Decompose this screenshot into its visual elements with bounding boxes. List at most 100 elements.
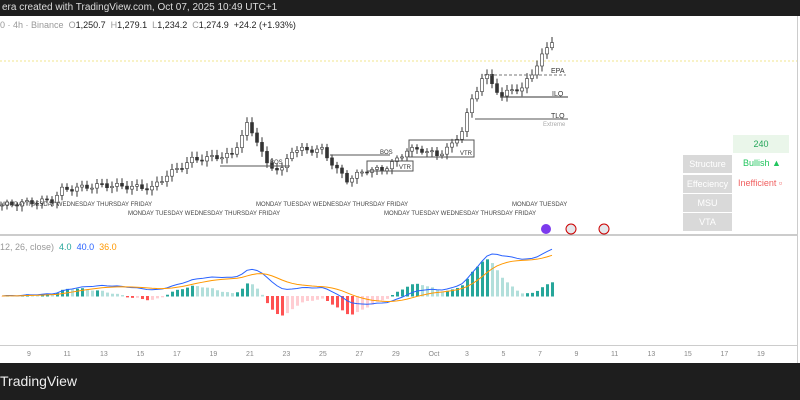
macd-histogram-bar: [86, 289, 89, 297]
time-tick: Oct: [428, 351, 440, 358]
candle: [155, 181, 159, 187]
candle: [435, 150, 439, 156]
candle: [480, 78, 484, 92]
weekday-label: MONDAY TUESDAY: [512, 202, 567, 208]
candle: [130, 185, 134, 190]
macd-histogram-bar: [346, 296, 349, 315]
candle: [335, 164, 339, 169]
candle: [150, 186, 154, 191]
time-tick: 11: [611, 351, 619, 358]
candle: [340, 167, 344, 174]
candle: [125, 185, 129, 190]
candle: [295, 150, 299, 153]
macd-histogram-bar: [436, 289, 439, 297]
weekday-label: MONDAY TUESDAY WEDNESDAY THURSDAY FRIDAY: [128, 211, 280, 217]
candle: [45, 198, 49, 201]
macd-histogram-bar: [446, 290, 449, 297]
macd-histogram-bar: [386, 296, 389, 299]
macd-histogram-bar: [216, 290, 219, 297]
candle: [80, 184, 84, 188]
time-tick: 9: [574, 351, 579, 358]
candle: [210, 155, 214, 157]
chart-canvas[interactable]: EPA ILQ TLQ Extreme BOS BOS VTR VTR MOND…: [0, 16, 797, 346]
macd-histogram-bar: [336, 296, 339, 308]
time-tick: 15: [136, 351, 145, 358]
open-label: O: [68, 20, 76, 30]
macd-histogram-bar: [496, 270, 499, 297]
macd-histogram-bar: [516, 290, 519, 297]
candle: [320, 147, 324, 150]
macd-histogram-bar: [226, 292, 229, 297]
close-value: 1,274.9: [198, 20, 229, 30]
macd-histogram-bar: [221, 291, 224, 297]
macd-histogram-bar: [51, 294, 54, 297]
candle: [0, 204, 4, 207]
candle: [405, 150, 409, 158]
macd-histogram-bar: [331, 296, 334, 305]
macd-histogram-bar: [251, 284, 254, 297]
candle: [120, 183, 124, 187]
structure-label: Structure: [683, 155, 732, 173]
vtr-box: [408, 139, 475, 158]
macd-histogram-bar: [281, 296, 284, 316]
candle: [170, 169, 174, 177]
vtr-box: [366, 160, 414, 172]
time-axis[interactable]: 9 11 13 15 17 19 21 23 25 27 29 Oct 3 5 7 9 11 13 15 17 19: [0, 345, 797, 363]
macd-histogram-bar: [166, 294, 169, 297]
candle: [15, 204, 19, 207]
ilq-label: ILQ: [552, 91, 564, 98]
high-value: 1,279.1: [117, 20, 148, 30]
macd-histogram-bar: [411, 284, 414, 297]
macd-histogram-bar: [71, 289, 74, 297]
macd-histogram-bar: [406, 286, 409, 297]
macd-histogram-bar: [36, 295, 39, 297]
candle: [185, 162, 189, 169]
candle: [515, 89, 519, 92]
macd-histogram-bar: [146, 296, 149, 301]
candle: [280, 167, 284, 171]
candle: [240, 135, 244, 148]
macd-histogram-bar: [551, 282, 554, 297]
candle: [35, 202, 39, 205]
macd-histogram-bar: [246, 283, 249, 297]
msu-label: MSU: [683, 194, 732, 212]
candle: [440, 153, 444, 156]
macd-histogram-bar: [236, 292, 239, 297]
time-tick: 25: [319, 351, 327, 358]
macd-histogram-bar: [186, 287, 189, 297]
candle: [290, 151, 294, 159]
candle: [395, 157, 399, 162]
macd-histogram-bar: [276, 296, 279, 315]
candle: [465, 112, 469, 132]
macd-histogram-bar: [296, 296, 299, 306]
macd-histogram-bar: [231, 293, 234, 297]
macd-histogram-bar: [286, 296, 289, 314]
macd-histogram-bar: [381, 296, 384, 301]
macd-histogram-bar: [141, 296, 144, 300]
macd-params: 12, 26, close): [0, 242, 55, 252]
candle: [330, 157, 334, 166]
candle: [375, 167, 379, 170]
weekday-label: MONDAY TUESDAY WEDNESDAY THURSDAY FRIDAY: [384, 211, 536, 217]
candle: [165, 175, 169, 182]
candle: [495, 83, 499, 93]
us-flag-icon: [565, 223, 577, 235]
candle: [285, 158, 289, 169]
symbol-info: 0 · 4h · Binance: [0, 20, 64, 30]
macd-histogram-bar: [321, 296, 324, 299]
macd-histogram-bar: [156, 296, 159, 299]
price-scale[interactable]: [797, 16, 800, 363]
timeframe-value: 240: [733, 135, 789, 153]
macd-signal-value: 36.0: [99, 242, 117, 252]
tradingview-logo: TradingView: [0, 373, 78, 389]
candle: [95, 183, 99, 189]
low-label: L: [152, 20, 158, 30]
macd-histogram-bar: [106, 292, 109, 297]
macd-histogram-bar: [491, 263, 494, 297]
macd-histogram-bar: [301, 296, 304, 303]
macd-histogram-bar: [131, 296, 134, 298]
candle: [180, 168, 184, 170]
macd-histogram-bar: [136, 296, 139, 298]
macd-histogram-bar: [426, 286, 429, 297]
time-tick: 15: [684, 351, 692, 358]
